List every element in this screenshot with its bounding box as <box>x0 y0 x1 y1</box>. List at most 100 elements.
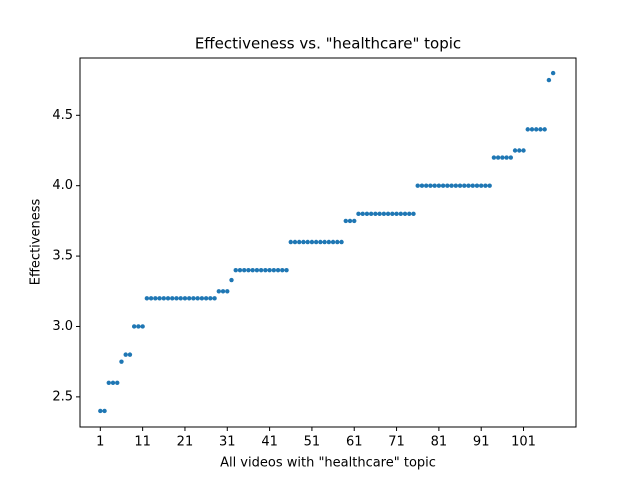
point <box>453 183 459 188</box>
point <box>542 127 547 132</box>
point <box>356 211 361 217</box>
point <box>445 183 450 188</box>
point <box>305 239 310 245</box>
x-tick-label: 31 <box>219 435 236 450</box>
point <box>263 267 268 273</box>
point <box>136 324 141 329</box>
point <box>191 296 196 301</box>
point <box>233 267 238 273</box>
point <box>373 211 378 217</box>
point <box>487 183 492 188</box>
point <box>144 296 150 301</box>
point <box>390 211 395 217</box>
point <box>280 267 285 273</box>
point <box>339 239 344 245</box>
point <box>550 70 556 76</box>
point <box>322 239 327 245</box>
x-tick-label: 21 <box>177 435 194 450</box>
point <box>385 211 391 217</box>
point <box>284 267 289 273</box>
point <box>330 239 336 245</box>
point <box>529 127 535 132</box>
point <box>131 324 137 329</box>
point <box>479 183 484 188</box>
point <box>199 296 205 301</box>
point <box>212 296 217 301</box>
point <box>335 239 340 245</box>
point <box>402 211 408 217</box>
point <box>271 267 277 273</box>
y-tick-label: 3.5 <box>52 249 73 264</box>
point <box>407 211 412 217</box>
point <box>525 127 530 132</box>
point <box>292 239 298 245</box>
point <box>203 296 209 301</box>
point <box>127 352 133 357</box>
point <box>457 183 463 188</box>
point <box>119 359 124 364</box>
point <box>343 218 348 224</box>
point <box>106 380 111 385</box>
point <box>195 296 200 301</box>
point <box>246 267 251 273</box>
point <box>466 183 471 188</box>
y-tick-label: 2.5 <box>52 389 73 404</box>
point <box>504 155 509 160</box>
x-tick-label: 71 <box>388 435 405 450</box>
point <box>242 267 247 273</box>
point <box>500 155 505 160</box>
point <box>250 267 255 273</box>
point <box>368 211 374 217</box>
point <box>174 296 179 301</box>
point <box>538 127 543 132</box>
point <box>521 148 526 153</box>
point <box>326 239 332 245</box>
point <box>462 183 467 188</box>
x-tick-label: 61 <box>346 435 363 450</box>
point <box>225 289 230 294</box>
point <box>347 218 353 224</box>
x-tick-label: 11 <box>134 435 151 450</box>
chart-title: Effectiveness vs. "healthcare" topic <box>195 35 461 53</box>
point <box>165 296 171 301</box>
point <box>381 211 387 217</box>
point <box>474 183 480 188</box>
x-tick-label: 1 <box>96 435 104 450</box>
point <box>419 183 425 188</box>
point <box>148 296 154 301</box>
point <box>157 296 162 301</box>
point <box>161 296 166 301</box>
x-tick-label: 91 <box>473 435 490 450</box>
x-tick-label: 81 <box>431 435 448 450</box>
point <box>534 127 539 132</box>
point <box>140 324 145 329</box>
point <box>495 155 501 160</box>
point <box>182 296 188 301</box>
point <box>352 218 357 224</box>
point <box>237 267 243 273</box>
point <box>186 296 192 301</box>
x-axis-label: All videos with "healthcare" topic <box>220 456 436 471</box>
point <box>436 183 442 188</box>
point <box>470 183 475 188</box>
point <box>483 183 488 188</box>
y-tick-label: 4.5 <box>52 108 73 123</box>
point <box>258 267 264 273</box>
point <box>301 239 306 245</box>
point <box>360 211 365 217</box>
point <box>394 211 399 217</box>
y-tick-label: 4.0 <box>52 178 73 193</box>
x-tick-label: 101 <box>511 435 536 450</box>
point <box>267 267 272 273</box>
x-tick-label: 41 <box>261 435 278 450</box>
point <box>491 155 497 160</box>
point <box>411 211 416 217</box>
point <box>318 239 323 245</box>
point <box>216 289 222 294</box>
point <box>297 239 302 245</box>
point <box>440 183 446 188</box>
point <box>508 155 514 160</box>
point <box>309 239 315 245</box>
y-tick-label: 3.0 <box>52 319 73 334</box>
